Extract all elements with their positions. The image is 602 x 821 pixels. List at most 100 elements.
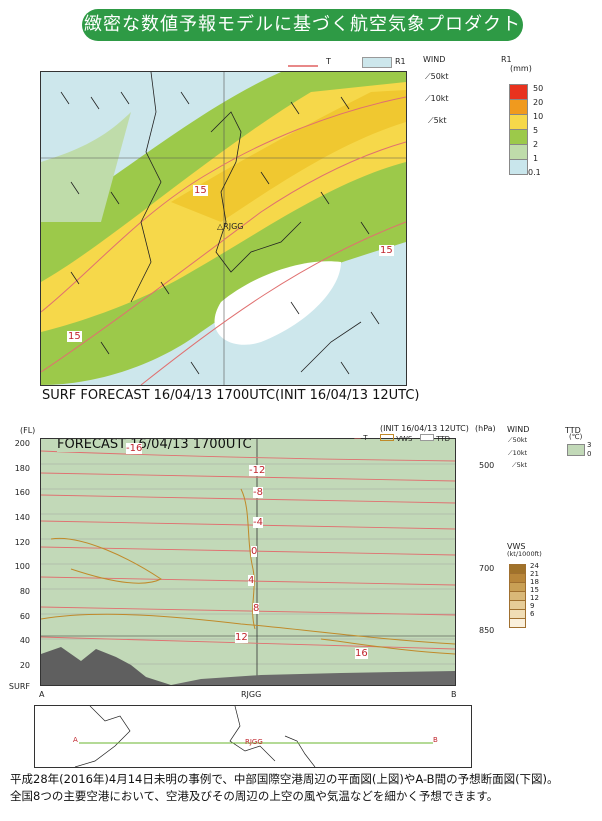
legend-t xyxy=(288,56,328,75)
cross-section-chart: FORECAST 16/04/13 1700UTC -16 -12 -8 -4 … xyxy=(40,438,456,686)
fl-tick: 20 xyxy=(19,661,30,670)
vws-level-label: 12 xyxy=(530,594,539,602)
inset-point-a: A xyxy=(73,736,78,744)
r1-color-swatch xyxy=(509,99,528,114)
xs-wind-5kt: ⟋5kt xyxy=(512,461,528,469)
temp-label: -12 xyxy=(249,465,266,476)
ttd-level-label: 0 xyxy=(587,450,592,458)
ttd-legend-unit: (℃) xyxy=(569,433,583,441)
temp-label: 0 xyxy=(251,546,258,557)
xs-wind-10kt: ⟋10kt xyxy=(508,449,528,457)
legend-t-label: T xyxy=(326,57,331,66)
cross-section-field xyxy=(41,439,455,685)
r1-legend-unit: (mm) xyxy=(510,64,532,73)
xs-hpa-unit: (hPa) xyxy=(475,424,496,433)
r1-legend-title: R1 xyxy=(501,55,512,64)
vws-color-swatch xyxy=(509,618,526,628)
fl-tick: 160 xyxy=(14,488,30,497)
fl-tick: 200 xyxy=(14,439,30,448)
temp-label: -16 xyxy=(126,443,143,454)
vws-color-swatch xyxy=(509,564,526,573)
temp-label: 4 xyxy=(248,575,255,586)
vws-level-label: 9 xyxy=(530,602,535,610)
xs-legend-t: — T xyxy=(354,434,368,442)
legend-r1-swatch xyxy=(362,57,392,68)
vws-level-label: 18 xyxy=(530,578,539,586)
xs-legend-vws: VWS xyxy=(380,434,412,443)
vws-color-swatch xyxy=(509,591,526,600)
caption-line-1: 平成28年(2016年)4月14日未明の事例で、中部国際空港周辺の平面図(上図)… xyxy=(10,772,559,786)
section-location-map: A RJGG B xyxy=(34,705,472,768)
xs-init-label: (INIT 16/04/13 12UTC) xyxy=(380,424,469,433)
r1-level-label: 5 xyxy=(533,126,539,135)
vws-colorbar xyxy=(509,564,526,628)
xs-fl-unit: (FL) xyxy=(20,426,36,435)
hpa-tick: 850 xyxy=(479,626,495,635)
r1-level-label: 20 xyxy=(533,98,544,107)
hpa-tick: 700 xyxy=(479,564,495,573)
fl-tick: 60 xyxy=(19,612,30,621)
wind-legend-10kt: ⟋10kt xyxy=(425,94,449,103)
ttd-level-label: 3 xyxy=(587,441,592,449)
r1-level-label: 50 xyxy=(533,84,544,93)
fl-tick: 80 xyxy=(19,587,30,596)
inset-point-rjgg: RJGG xyxy=(245,738,263,746)
contour-label: 15 xyxy=(67,331,82,342)
station-marker: △RJGG xyxy=(217,222,244,231)
vws-level-label: 6 xyxy=(530,610,535,618)
vws-legend-title: VWS xyxy=(507,542,526,551)
temperature-line-swatch xyxy=(288,65,318,67)
r1-level-label: 2 xyxy=(533,140,539,149)
vws-legend-unit: (kt/1000ft) xyxy=(507,550,542,558)
xs-point-rjgg: RJGG xyxy=(241,690,262,699)
r1-level-label: 0.1 xyxy=(528,168,541,177)
vws-color-swatch xyxy=(509,600,526,609)
hpa-tick: 500 xyxy=(479,461,495,470)
vws-color-swatch xyxy=(509,573,526,582)
surface-forecast-caption: SURF FORECAST 16/04/13 1700UTC(INIT 16/0… xyxy=(42,388,420,403)
temp-label: -4 xyxy=(253,517,263,528)
figure-caption: 平成28年(2016年)4月14日未明の事例で、中部国際空港周辺の平面図(上図)… xyxy=(10,771,600,805)
station-label: RJGG xyxy=(223,222,244,231)
xs-point-b: B xyxy=(451,690,457,699)
fl-tick: 40 xyxy=(19,636,30,645)
temp-label: 8 xyxy=(253,603,260,614)
r1-color-swatch xyxy=(509,144,528,159)
temp-label: 16 xyxy=(355,648,368,659)
r1-colorbar xyxy=(509,84,528,175)
xs-wind-50kt: ⟋50kt xyxy=(508,436,528,444)
wind-legend-title: WIND xyxy=(423,55,446,64)
ttd-legend-title: TTD xyxy=(565,426,581,435)
legend-r1-label: R1 xyxy=(395,57,406,66)
r1-color-swatch xyxy=(509,114,528,129)
precipitation-field xyxy=(41,72,406,385)
ttd-swatch xyxy=(567,444,585,456)
xs-wind-title: WIND xyxy=(507,425,530,434)
vws-color-swatch xyxy=(509,609,526,618)
r1-color-swatch xyxy=(509,159,528,175)
fl-tick: 140 xyxy=(14,513,30,522)
contour-label: 15 xyxy=(379,245,394,256)
title-banner: 緻密な数値予報モデルに基づく航空気象プロダクト xyxy=(82,9,523,41)
vws-level-label: 21 xyxy=(530,570,539,578)
r1-level-label: 1 xyxy=(533,154,539,163)
fl-tick: 180 xyxy=(14,464,30,473)
vws-level-label: 24 xyxy=(530,562,539,570)
xs-point-a: A xyxy=(39,690,45,699)
location-map-lines xyxy=(74,706,433,767)
inset-point-b: B xyxy=(433,736,438,744)
temp-label: -8 xyxy=(253,487,263,498)
vws-level-label: 15 xyxy=(530,586,539,594)
wind-legend-5kt: ⟋5kt xyxy=(428,116,447,125)
fl-tick: 100 xyxy=(14,562,30,571)
temp-label: 12 xyxy=(235,632,248,643)
surface-forecast-map: 15 15 15 △RJGG xyxy=(40,71,407,386)
r1-color-swatch xyxy=(509,84,528,99)
xs-title: FORECAST 16/04/13 1700UTC xyxy=(57,438,252,452)
contour-label: 15 xyxy=(193,185,208,196)
caption-line-2: 全国8つの主要空港において、空港及びその周辺の上空の風や気温などを細かく予想でき… xyxy=(10,789,499,803)
wind-legend-50kt: ⟋50kt xyxy=(425,72,449,81)
fl-tick: SURF xyxy=(8,682,30,691)
fl-tick: 120 xyxy=(14,538,30,547)
xs-legend-ttd: TTD xyxy=(420,434,450,443)
